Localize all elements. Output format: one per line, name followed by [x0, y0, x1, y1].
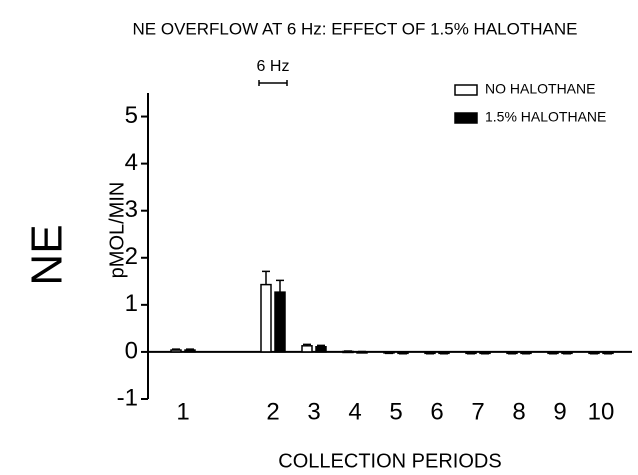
- chart-title: NE OVERFLOW AT 6 Hz: EFFECT OF 1.5% HALO…: [133, 19, 578, 38]
- bar: [602, 351, 614, 355]
- error-bar: [262, 270, 270, 285]
- legend-label: NO HALOTHANE: [485, 81, 595, 97]
- annotation-bracket: [258, 80, 288, 86]
- y-tick-label: 3: [125, 196, 138, 223]
- x-axis-label: COLLECTION PERIODS: [278, 450, 501, 472]
- x-tick-label: 3: [307, 398, 320, 425]
- bar: [588, 351, 600, 355]
- bar: [260, 283, 272, 353]
- y-tick-label: 4: [125, 149, 138, 176]
- x-tick-label: 8: [512, 398, 525, 425]
- bar: [397, 351, 409, 355]
- bar: [438, 351, 450, 355]
- bar: [315, 345, 327, 353]
- y-tick-label: 0: [125, 337, 138, 364]
- y-tick-label: 5: [125, 102, 138, 129]
- bar: [424, 351, 436, 355]
- bar: [383, 351, 395, 354]
- legend-swatch: [454, 84, 478, 96]
- legend-swatch: [454, 112, 478, 124]
- annotation: 6 Hz: [257, 58, 290, 75]
- bar: [356, 351, 368, 354]
- y-tick-label: -1: [117, 384, 138, 411]
- y-axis-big-label: NE: [23, 224, 72, 285]
- bar: [465, 351, 477, 355]
- error-bar: [276, 279, 284, 293]
- bar: [342, 350, 354, 354]
- bar: [301, 345, 313, 353]
- y-tick-label: 1: [125, 290, 138, 317]
- x-tick-label: 6: [430, 398, 443, 425]
- x-tick-label: 1: [176, 398, 189, 425]
- bar: [520, 351, 532, 355]
- bar: [479, 351, 491, 355]
- legend-label: 1.5% HALOTHANE: [485, 109, 606, 125]
- x-tick-label: 5: [389, 398, 402, 425]
- x-tick-label: 10: [588, 398, 615, 425]
- y-axis-label: pMOL/MIN: [106, 182, 128, 279]
- x-tick-label: 2: [266, 398, 279, 425]
- x-tick-label: 9: [553, 398, 566, 425]
- bar: [506, 351, 518, 355]
- y-tick-label: 2: [125, 243, 138, 270]
- x-tick-label: 7: [471, 398, 484, 425]
- bar: [274, 291, 286, 353]
- x-tick-label: 4: [348, 398, 361, 425]
- bar: [547, 351, 559, 355]
- bar: [184, 349, 196, 353]
- bar: [170, 349, 182, 353]
- bar: [561, 351, 573, 355]
